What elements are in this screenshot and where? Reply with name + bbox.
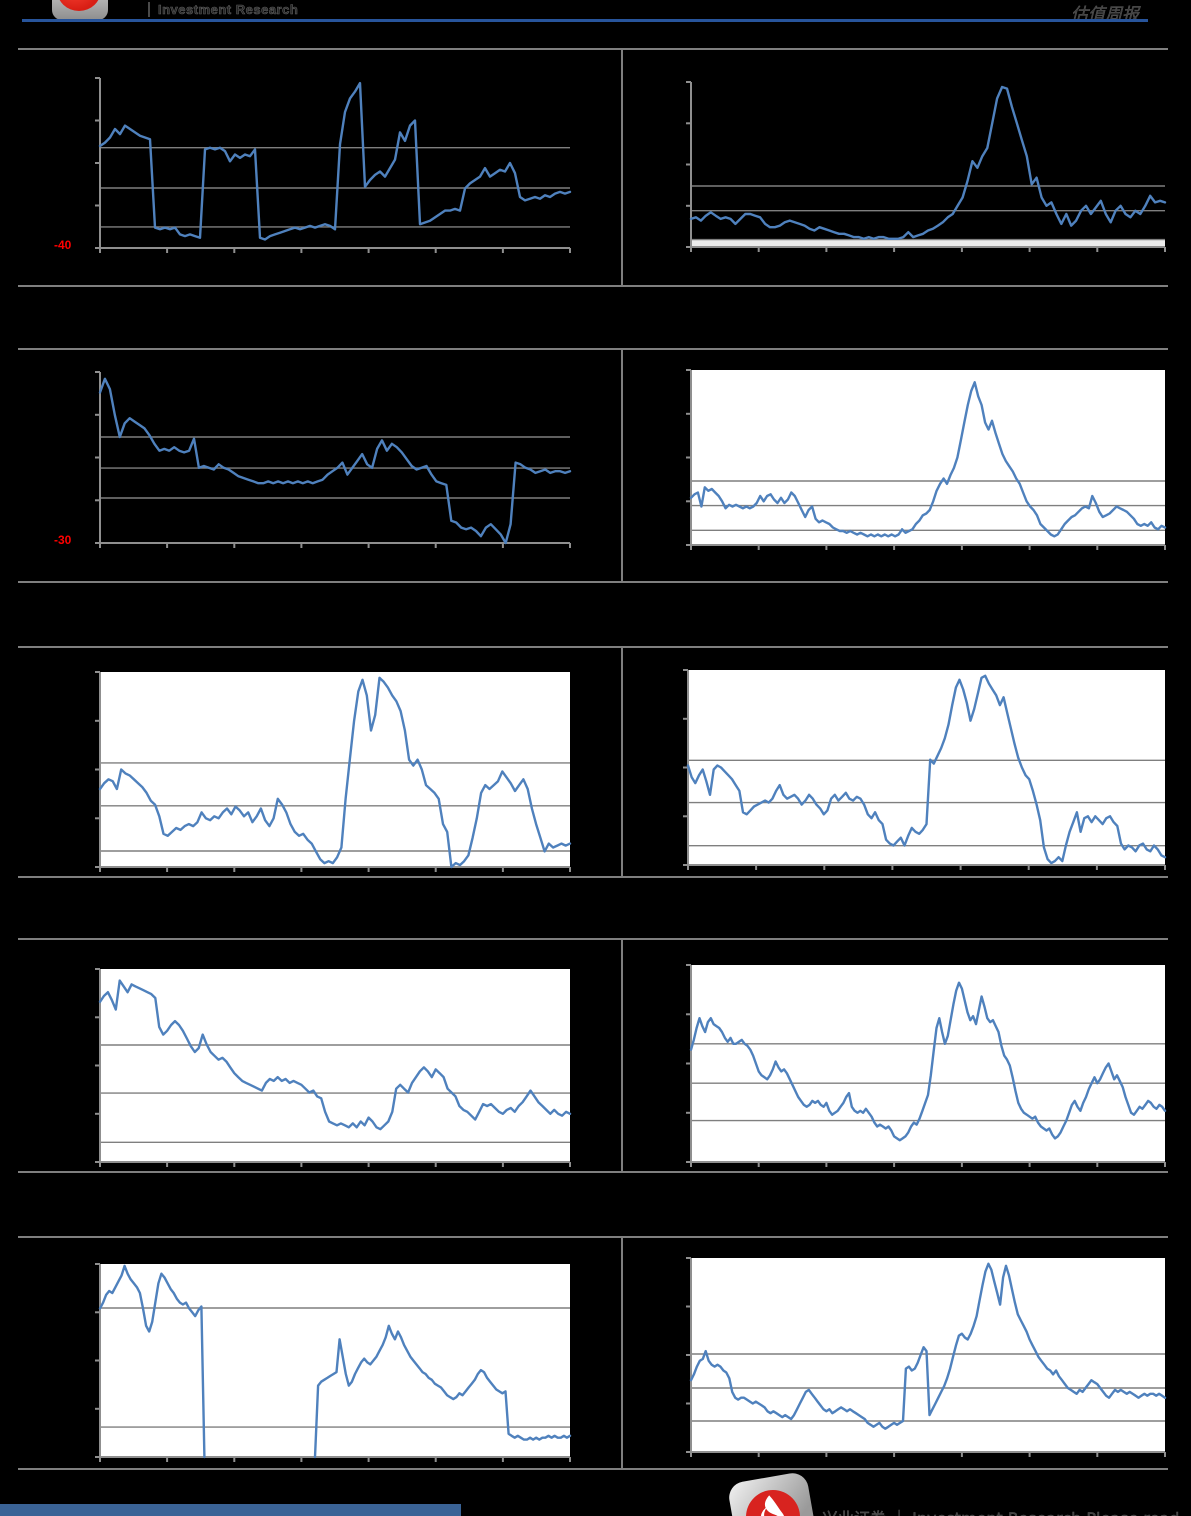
chart-row4-left [95, 968, 572, 1170]
table-h-line [18, 48, 1168, 50]
chart-row3-right-svg [683, 669, 1167, 870]
chart-row2-left: -30 [54, 371, 572, 551]
table-h-line [18, 285, 1168, 287]
chart-row4-right [686, 964, 1167, 1170]
chart-row1-left-svg [95, 77, 572, 253]
footer-brand-logo [726, 1470, 820, 1516]
chart-row1-right-svg [686, 81, 1167, 252]
table-h-line [18, 938, 1168, 940]
chart-row2-right-svg [686, 369, 1167, 550]
table-h-line [18, 1468, 1168, 1470]
footer-accent-bar [0, 1504, 461, 1516]
table-v-divider [621, 938, 623, 1171]
header-underline [22, 19, 1148, 22]
table-v-divider [621, 348, 623, 581]
table-h-line [18, 1171, 1168, 1173]
chart-row3-left [95, 671, 572, 875]
table-v-divider [621, 646, 623, 876]
table-h-line [18, 646, 1168, 648]
brand-logo-red-mark-icon [57, 0, 101, 11]
header-divider-bar [148, 2, 150, 17]
chart-row3-right [683, 669, 1167, 873]
footer-disclaimer: 兴业证券 ｜ Investment Research Please read [822, 1505, 1182, 1516]
chart-row2-left-svg [95, 371, 572, 548]
chart-row5-left [95, 1263, 572, 1465]
chart-row1-right [686, 81, 1167, 255]
brand-logo [52, 0, 108, 20]
footer-logo-mark-icon [746, 1490, 800, 1516]
table-h-line [18, 1236, 1168, 1238]
table-v-divider [621, 1236, 623, 1468]
chart-row1-left: -40 [54, 77, 572, 256]
chart-row4-right-svg [686, 964, 1167, 1167]
table-h-line [18, 581, 1168, 583]
chart-row5-left-svg [95, 1263, 572, 1462]
chart-row3-left-svg [95, 671, 572, 872]
table-h-line [18, 876, 1168, 878]
chart-row5-right [686, 1257, 1167, 1460]
table-v-divider [621, 48, 623, 285]
table-h-line [18, 348, 1168, 350]
y-axis-min-label: -30 [54, 533, 72, 547]
chart-row4-left-svg [95, 968, 572, 1167]
chart-row2-right [686, 369, 1167, 553]
brand-text: Investment Research [158, 2, 299, 18]
y-axis-min-label: -40 [54, 238, 72, 252]
chart-row5-right-svg [686, 1257, 1167, 1457]
